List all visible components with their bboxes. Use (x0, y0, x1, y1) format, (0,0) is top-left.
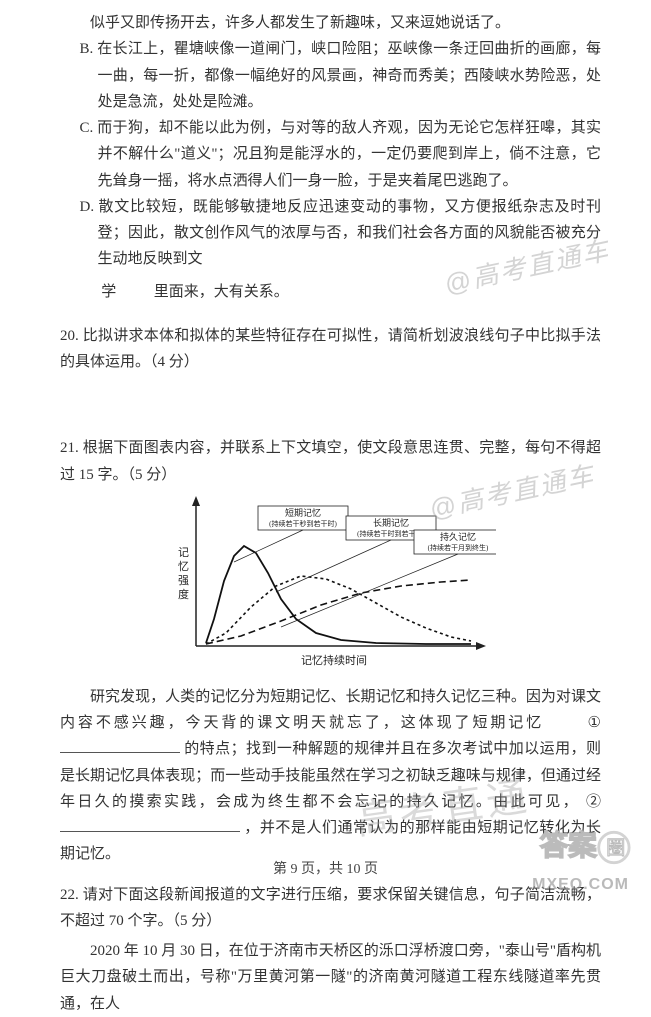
svg-text:忆: 忆 (178, 560, 189, 573)
intro-line: 似乎又即传扬开去，许多人都发生了新趣味，又来逗她说话了。 (60, 10, 601, 36)
blank-2-marker: ② (586, 794, 601, 810)
option-b: B. 在长江上，瞿塘峡像一道闸门，峡口险阻；巫峡像一条迂回曲折的画廊，每一曲，每… (60, 36, 601, 115)
option-c: C. 而于狗，却不能以此为例，与对等的敌人齐观，因为无论它怎样狂嗥，其实并不解什… (60, 115, 601, 194)
fill-p1a: 研究发现，人类的记忆分为短期记忆、长期记忆和持久记忆三种。因为对课文内容不感兴趣… (60, 689, 601, 731)
fill-paragraph: 研究发现，人类的记忆分为短期记忆、长期记忆和持久记忆三种。因为对课文内容不感兴趣… (60, 684, 601, 868)
svg-text:(持续若干秒到若干时): (持续若干秒到若干时) (269, 519, 337, 528)
blank-2[interactable] (60, 817, 240, 832)
svg-text:强: 强 (178, 575, 189, 587)
xue-rest: 里面来，大有关系。 (154, 284, 289, 300)
chart-svg: 记 忆 强 度 记忆持续时间 短期记忆(持续若干秒到若干时)长期记忆(持续若干时… (166, 496, 496, 676)
option-d-continuation: 学 里面来，大有关系。 (60, 279, 601, 305)
svg-text:短期记忆: 短期记忆 (284, 507, 320, 518)
curve-long (206, 576, 471, 644)
curve-permanent (206, 580, 471, 644)
svg-text:圈: 圈 (606, 838, 625, 859)
option-d: D. 散文比较短，既能够敏捷地反应迅速变动的事物，又方便报纸杂志及时刊登；因此，… (60, 194, 601, 273)
blank-1-marker: ① (588, 715, 601, 731)
x-axis-label: 记忆持续时间 (301, 653, 367, 667)
svg-text:持久记忆: 持久记忆 (439, 531, 475, 542)
blank-1[interactable] (60, 738, 180, 753)
news-paragraph: 2020 年 10 月 30 日，在位于济南市天桥区的泺口浮桥渡口旁，"泰山号"… (60, 938, 601, 1017)
question-21: 21. 根据下面图表内容，并联系上下文填空，使文段意思连贯、完整，每句不得超过 … (60, 435, 601, 488)
y-axis-label: 记 (178, 546, 189, 559)
svg-text:(持续若干月到终生): (持续若干月到终生) (427, 543, 488, 552)
svg-text:长期记忆: 长期记忆 (372, 517, 408, 528)
question-22: 22. 请对下面这段新闻报道的文字进行压缩，要求保留关键信息，句子简洁流畅，不超… (60, 882, 601, 935)
question-20: 20. 比拟讲求本体和拟体的某些特征存在可拟性，请简析划波浪线句子中比拟手法的具… (60, 323, 601, 376)
page-footer: 第 9 页，共 10 页 (0, 858, 651, 883)
svg-text:度: 度 (178, 587, 189, 601)
memory-chart: 记 忆 强 度 记忆持续时间 短期记忆(持续若干秒到若干时)长期记忆(持续若干时… (166, 496, 496, 676)
xue-char: 学 (101, 284, 116, 300)
